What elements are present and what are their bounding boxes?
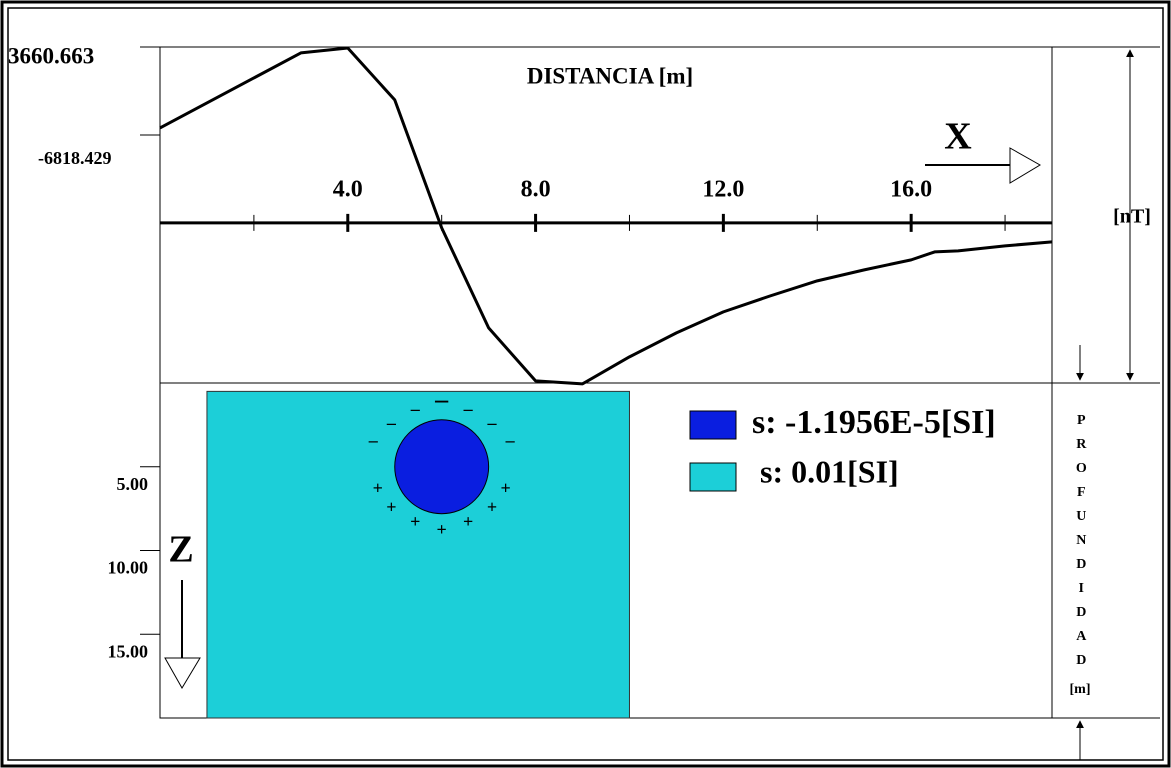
z-tick-label: 15.00 (108, 641, 149, 661)
positive-charge: + (437, 520, 447, 540)
negative-charge: – (410, 398, 421, 418)
positive-charge: + (373, 478, 383, 498)
positive-charge: + (487, 497, 497, 517)
x-tick-label: 8.0 (521, 176, 551, 202)
z-arrow-label: Z (168, 529, 193, 571)
z-tick-label: 10.00 (108, 558, 149, 578)
chart-title: DISTANCIA [m] (527, 63, 693, 88)
positive-charge: + (386, 497, 396, 517)
negative-charge: – (368, 430, 379, 450)
z-tick-label: 5.00 (117, 474, 149, 494)
x-arrow-label: X (944, 116, 971, 158)
legend-swatch (690, 411, 736, 439)
legend-swatch (690, 463, 736, 491)
negative-charge: – (386, 413, 397, 433)
y-max-label: 3660.663 (8, 43, 94, 68)
x-arrow-head (1010, 148, 1040, 183)
y-unit-label: [nT] (1113, 206, 1151, 228)
negative-charge: – (487, 413, 498, 433)
negative-charge: – (434, 385, 449, 414)
x-tick-label: 16.0 (890, 176, 932, 202)
z-arrow-head (165, 658, 200, 688)
legend-label: s: 0.01[SI] (760, 453, 899, 489)
negative-charge: – (505, 430, 516, 450)
anomaly-curve (160, 48, 1052, 384)
x-tick-label: 4.0 (333, 176, 363, 202)
negative-charge: – (463, 398, 474, 418)
z-unit-label: [m] (1070, 682, 1091, 697)
positive-charge: + (410, 511, 420, 531)
anomalous-body (395, 420, 489, 514)
chart: 3660.663 -6818.429 DISTANCIA [m] [nT] X … (0, 0, 1171, 768)
x-tick-label: 12.0 (702, 176, 744, 202)
legend-label: s: -1.1956E-5[SI] (752, 404, 996, 441)
z-axis-label: PROFUNDIDAD (1074, 413, 1089, 677)
positive-charge: + (501, 478, 511, 498)
positive-charge: + (463, 511, 473, 531)
y-min-label: -6818.429 (38, 148, 112, 168)
